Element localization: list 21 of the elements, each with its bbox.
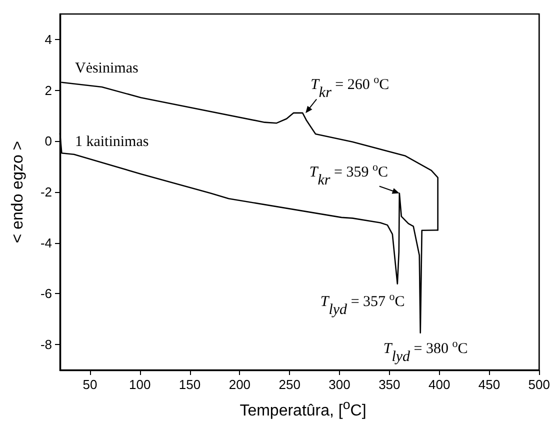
- y-tick-label: 2: [44, 82, 52, 98]
- x-tick-label: 300: [328, 377, 350, 392]
- x-tick-label: 100: [129, 377, 151, 392]
- x-tick-label: 150: [178, 377, 201, 392]
- y-tick-label: 0: [44, 134, 52, 149]
- annotation: Vėsinimas: [74, 60, 138, 77]
- x-tick-label: 400: [428, 377, 450, 392]
- annotation: 1 kaitinimas: [74, 134, 149, 151]
- x-tick-label: 500: [528, 377, 550, 392]
- x-tick-label: 250: [278, 377, 300, 392]
- x-tick-label: 50: [82, 377, 98, 392]
- y-tick-label: 4: [44, 32, 52, 47]
- y-axis-title: < endo egzo >: [10, 140, 26, 244]
- x-tick-label: 450: [478, 377, 500, 392]
- y-tick-label: -2: [40, 184, 52, 200]
- y-tick-label: -4: [40, 235, 52, 250]
- y-tick-label: -8: [40, 337, 52, 352]
- x-axis-title: Temperatûra, [$^{o}$C]: [238, 397, 368, 420]
- y-tick-label: -6: [40, 286, 52, 302]
- x-tick-label: 200: [228, 377, 251, 392]
- x-tick-label: 350: [378, 377, 400, 392]
